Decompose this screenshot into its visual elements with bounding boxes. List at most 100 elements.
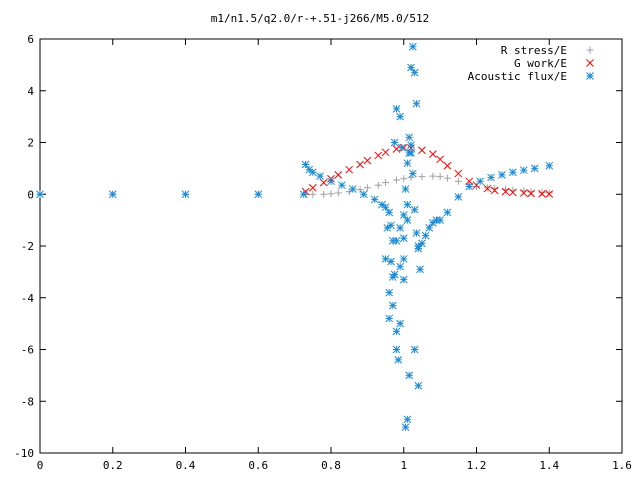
data-point xyxy=(545,189,553,197)
data-point xyxy=(476,177,484,186)
x-tick-label: 0 xyxy=(37,459,44,472)
data-point xyxy=(407,148,415,157)
data-point xyxy=(385,288,394,297)
chart-title: m1/n1.5/q2.0/r-+.51-j266/M5.0/512 xyxy=(211,12,430,25)
data-point xyxy=(454,177,462,185)
y-tick-label: 0 xyxy=(27,188,34,201)
data-point xyxy=(385,208,394,217)
data-point xyxy=(108,190,117,199)
data-point xyxy=(538,188,546,196)
y-tick-label: 6 xyxy=(27,33,34,46)
data-point xyxy=(394,355,403,364)
data-point xyxy=(400,175,408,183)
data-point xyxy=(392,327,401,336)
data-point xyxy=(327,177,335,186)
data-point xyxy=(319,178,328,187)
data-point xyxy=(385,314,394,323)
data-point xyxy=(421,231,430,240)
legend-label: R stress/E xyxy=(501,44,567,57)
data-point xyxy=(363,184,371,192)
data-point xyxy=(399,275,408,284)
data-point xyxy=(374,181,382,189)
data-point xyxy=(408,42,417,51)
data-point xyxy=(374,151,383,160)
data-point xyxy=(509,188,517,197)
data-point xyxy=(519,189,528,197)
data-point xyxy=(519,166,528,175)
data-point xyxy=(308,168,317,177)
data-point xyxy=(334,170,343,179)
data-point xyxy=(473,182,480,190)
data-point xyxy=(396,319,404,328)
legend-marker xyxy=(586,72,594,80)
y-tick-label: 2 xyxy=(27,137,34,150)
data-point xyxy=(381,148,390,157)
y-tick-label: 4 xyxy=(27,85,34,98)
data-point xyxy=(398,143,406,152)
data-point xyxy=(414,381,423,390)
data-point xyxy=(36,190,44,199)
data-point xyxy=(428,150,437,158)
data-point xyxy=(530,164,539,173)
data-point xyxy=(396,224,404,232)
data-point xyxy=(414,242,423,250)
data-point xyxy=(181,190,190,199)
data-point xyxy=(432,216,441,224)
data-point xyxy=(403,415,412,424)
y-tick-label: -10 xyxy=(14,447,34,460)
data-point xyxy=(412,99,421,108)
data-point xyxy=(383,224,392,232)
data-point xyxy=(254,190,263,199)
y-tick-label: -2 xyxy=(21,240,34,253)
series-layer xyxy=(36,42,554,431)
data-point xyxy=(527,189,535,198)
data-point xyxy=(483,184,492,193)
data-point xyxy=(401,423,410,431)
data-point xyxy=(487,173,495,182)
data-point xyxy=(392,105,401,113)
data-point xyxy=(401,185,410,193)
data-point xyxy=(405,371,414,380)
y-tick-label: -4 xyxy=(21,292,35,305)
data-point xyxy=(403,159,412,168)
data-point xyxy=(407,63,415,72)
x-tick-label: 0.8 xyxy=(321,459,341,472)
data-point xyxy=(545,190,554,198)
data-point xyxy=(299,190,308,199)
x-tick-label: 1 xyxy=(400,459,407,472)
data-point xyxy=(316,172,324,180)
data-point xyxy=(408,169,417,178)
data-point xyxy=(309,190,317,198)
data-point xyxy=(392,145,401,153)
data-point xyxy=(425,224,434,232)
data-point xyxy=(388,273,397,281)
data-point xyxy=(320,190,328,198)
data-point xyxy=(308,183,317,192)
data-point xyxy=(348,185,357,193)
series-1 xyxy=(301,143,554,198)
data-point xyxy=(443,174,451,182)
data-point xyxy=(436,216,444,224)
data-point xyxy=(399,255,408,263)
data-point xyxy=(545,161,554,170)
data-point xyxy=(390,138,399,147)
data-point xyxy=(382,179,390,187)
legend-marker xyxy=(586,46,594,54)
data-point xyxy=(338,181,346,190)
y-tick-label: -8 xyxy=(21,395,34,408)
data-point xyxy=(345,188,353,196)
data-point xyxy=(345,165,354,174)
data-point xyxy=(388,301,397,310)
data-point xyxy=(483,184,491,192)
legend-label: Acoustic flux/E xyxy=(468,70,567,83)
data-point xyxy=(305,165,314,174)
axes: 0 0.2 0.4 0.6 0.8 1 1.2 1.4 1.6 -10 -8 -6 -4 -2 0 2 4 6 xyxy=(14,33,632,472)
data-point xyxy=(410,205,419,214)
data-point xyxy=(399,234,408,243)
data-point xyxy=(405,133,414,142)
data-point xyxy=(387,257,395,266)
data-point xyxy=(392,345,401,354)
data-point xyxy=(416,265,424,274)
data-point xyxy=(443,208,452,217)
